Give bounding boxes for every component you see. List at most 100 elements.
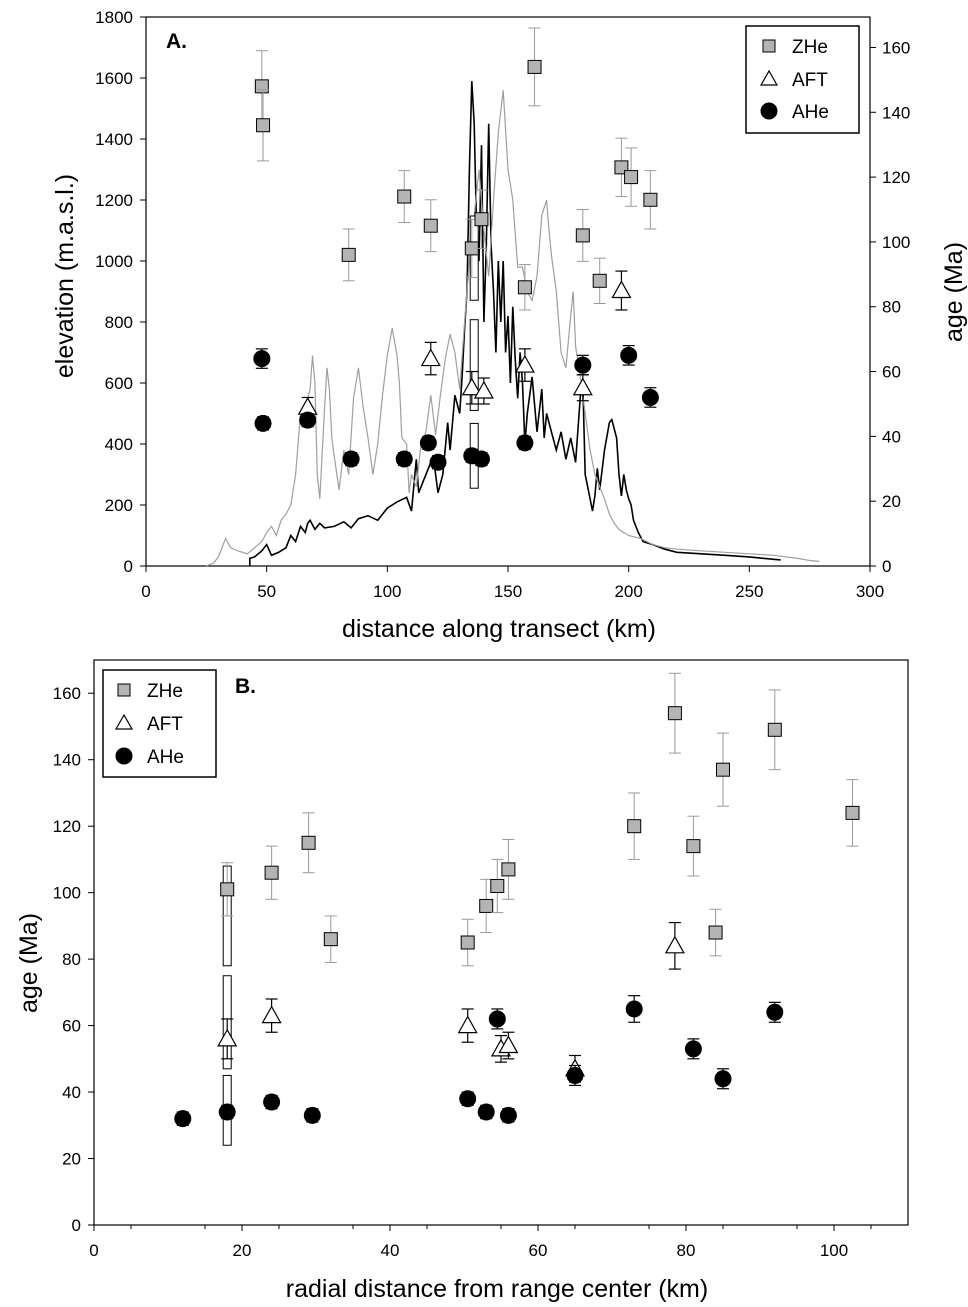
- x-tick-label: 0: [89, 1241, 98, 1260]
- zhe-point: [397, 189, 412, 204]
- y-tick-label: 200: [105, 496, 133, 515]
- zhe-point: [667, 706, 682, 721]
- legend-zhe-label: ZHe: [792, 37, 828, 58]
- zhe-point: [341, 247, 356, 262]
- zhe-point: [220, 882, 235, 897]
- legend-zhe-marker: [762, 39, 776, 53]
- ahe-point: [488, 1010, 506, 1028]
- legend-aft-label: AFT: [147, 714, 183, 735]
- y2-tick-label: 140: [882, 103, 910, 122]
- panel-label-a: A.: [166, 30, 187, 53]
- legend-aft-marker: [759, 69, 779, 86]
- ahe-point: [303, 1106, 321, 1124]
- zhe-point: [716, 762, 730, 777]
- ahe-point: [263, 1093, 281, 1111]
- y2-tick-label: 20: [882, 492, 901, 511]
- zhe-point: [490, 879, 505, 893]
- y-tick-label: 100: [53, 884, 81, 903]
- zhe-point: [527, 59, 542, 74]
- zhe-point: [624, 170, 639, 185]
- aft-point: [457, 1015, 478, 1034]
- legend-ahe-marker: [760, 102, 778, 120]
- zhe-point: [708, 925, 723, 940]
- y-tick-label: 40: [62, 1083, 81, 1102]
- zhe-point: [254, 79, 269, 94]
- x-tick-label: 250: [735, 582, 763, 601]
- legend-ahe-marker: [115, 747, 133, 765]
- ahe-point: [684, 1040, 702, 1058]
- aft-point: [461, 377, 482, 396]
- x-tick-label: 100: [820, 1241, 848, 1260]
- y-tick-label: 1800: [95, 8, 133, 27]
- x-tick-label: 150: [494, 582, 522, 601]
- ahe-point: [395, 450, 413, 468]
- ahe-point: [641, 388, 659, 406]
- y-axis-title-b: age (Ma): [15, 913, 43, 1013]
- ahe-point: [625, 1000, 643, 1018]
- legend-ahe-label: AHe: [792, 102, 829, 123]
- y2-tick-label: 80: [882, 298, 901, 317]
- y-tick-label: 600: [105, 374, 133, 393]
- x-tick-label: 60: [529, 1241, 548, 1260]
- y-tick-label: 160: [53, 684, 81, 703]
- axes-b: 0 20 40 60 80 100 0 20 40 60 80 100 120 140 160: [53, 684, 872, 1260]
- zhe-point: [767, 722, 782, 737]
- zhe-point: [501, 862, 516, 877]
- y2-tick-label: 40: [882, 427, 901, 446]
- y-tick-label: 120: [53, 817, 81, 836]
- y-tick-label: 0: [72, 1216, 81, 1235]
- zhe-point: [423, 218, 438, 233]
- zhe-point: [575, 228, 590, 243]
- ahe-point: [459, 1090, 477, 1108]
- y2-tick-label: 160: [882, 38, 910, 57]
- zhe-point: [845, 805, 860, 820]
- zhe-point: [264, 865, 279, 880]
- ahe-point: [419, 434, 437, 452]
- y-tick-label: 800: [105, 313, 133, 332]
- x-tick-label: 200: [614, 582, 642, 601]
- zhe-point: [627, 819, 642, 834]
- y2-tick-label: 100: [882, 233, 910, 252]
- ahe-point: [516, 434, 534, 452]
- y-tick-label: 0: [124, 557, 133, 576]
- y-tick-label: 20: [62, 1150, 81, 1169]
- legend-a: ZHe AFT AHe: [745, 25, 860, 134]
- zhe-point: [474, 212, 489, 227]
- aft-point: [420, 348, 441, 367]
- y2-axis-title-a: age (Ma): [940, 242, 968, 342]
- x-axis-title-a: distance along transect (km): [342, 615, 656, 643]
- y-tick-label: 1600: [95, 69, 133, 88]
- zhe-point: [301, 835, 316, 850]
- x-tick-label: 0: [141, 582, 150, 601]
- zhe-point: [256, 118, 271, 133]
- y-tick-label: 1400: [95, 130, 133, 149]
- y-tick-label: 1000: [95, 252, 133, 271]
- ahe-point: [429, 453, 447, 471]
- y-tick-label: 140: [53, 751, 81, 770]
- y-tick-label: 60: [62, 1017, 81, 1036]
- aft-point: [473, 380, 494, 399]
- legend-zhe-label: ZHe: [147, 681, 183, 702]
- legend-zhe-marker: [117, 683, 131, 697]
- legend-aft-marker: [114, 713, 134, 730]
- y-tick-label: 400: [105, 435, 133, 454]
- ahe-point: [574, 356, 592, 374]
- aft-point: [514, 354, 535, 373]
- legend-b: ZHe AFT AHe: [102, 669, 217, 778]
- x-axis-title-b: radial distance from range center (km): [286, 1275, 708, 1303]
- y2-tick-label: 120: [882, 168, 910, 187]
- x-tick-label: 50: [257, 582, 276, 601]
- zhe-point: [323, 932, 338, 947]
- ahe-point: [174, 1110, 192, 1128]
- y2-tick-label: 60: [882, 363, 901, 382]
- age-range-bar: [469, 319, 479, 411]
- ahe-point: [766, 1003, 784, 1021]
- x-tick-label: 20: [233, 1241, 252, 1260]
- zhe-point: [686, 839, 701, 854]
- aft-point: [611, 280, 632, 299]
- y-tick-label: 1200: [95, 191, 133, 210]
- x-tick-label: 80: [677, 1241, 696, 1260]
- age-range-bar: [469, 215, 479, 301]
- zhe-point: [460, 935, 475, 950]
